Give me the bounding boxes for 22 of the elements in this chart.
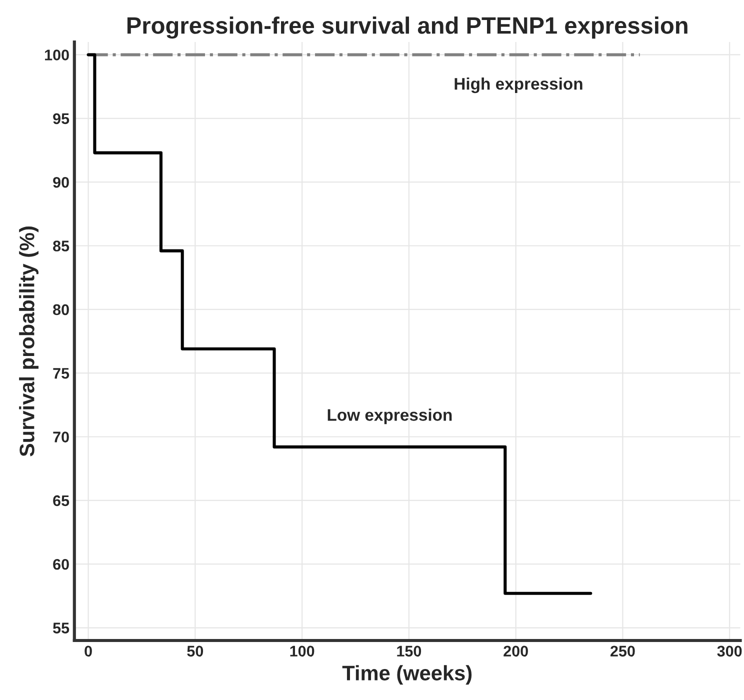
y-tick-label: 60 [53, 558, 69, 570]
y-tick-label: 80 [53, 304, 69, 316]
x-tick-label: 0 [84, 646, 92, 657]
x-tick-label: 100 [290, 646, 314, 657]
y-axis-title: Survival probability (%) [19, 226, 38, 456]
y-tick-label: 65 [53, 495, 70, 506]
series-label: Low expression [328, 408, 452, 424]
x-axis-title: Time (weeks) [342, 665, 472, 685]
y-tick-label: 70 [53, 432, 69, 442]
y-tick-label: 90 [53, 176, 69, 188]
chart-title: Progression-free survival and PTENP1 expression [127, 16, 688, 39]
x-tick-label: 50 [187, 646, 204, 657]
series-label: High expression [454, 77, 582, 94]
y-tick-label: 75 [53, 368, 70, 379]
y-tick-label: 55 [53, 622, 70, 634]
x-tick-label: 150 [397, 646, 422, 657]
y-tick-label: 100 [45, 50, 69, 60]
x-tick-label: 200 [504, 646, 528, 657]
y-tick-label: 95 [53, 113, 70, 124]
x-tick-label: 300 [717, 646, 742, 657]
x-tick-label: 250 [610, 646, 635, 657]
y-tick-label: 85 [53, 240, 70, 252]
